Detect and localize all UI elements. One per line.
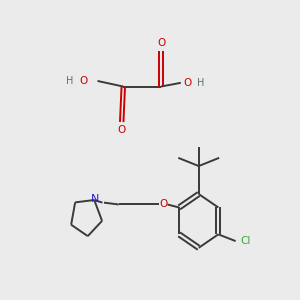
Text: O: O <box>118 125 126 135</box>
Text: O: O <box>79 76 87 86</box>
Text: N: N <box>91 194 100 204</box>
Text: O: O <box>159 199 167 209</box>
Text: O: O <box>183 78 191 88</box>
Text: H: H <box>196 78 204 88</box>
Text: O: O <box>157 38 165 48</box>
Text: H: H <box>65 76 73 86</box>
Text: Cl: Cl <box>241 236 251 246</box>
